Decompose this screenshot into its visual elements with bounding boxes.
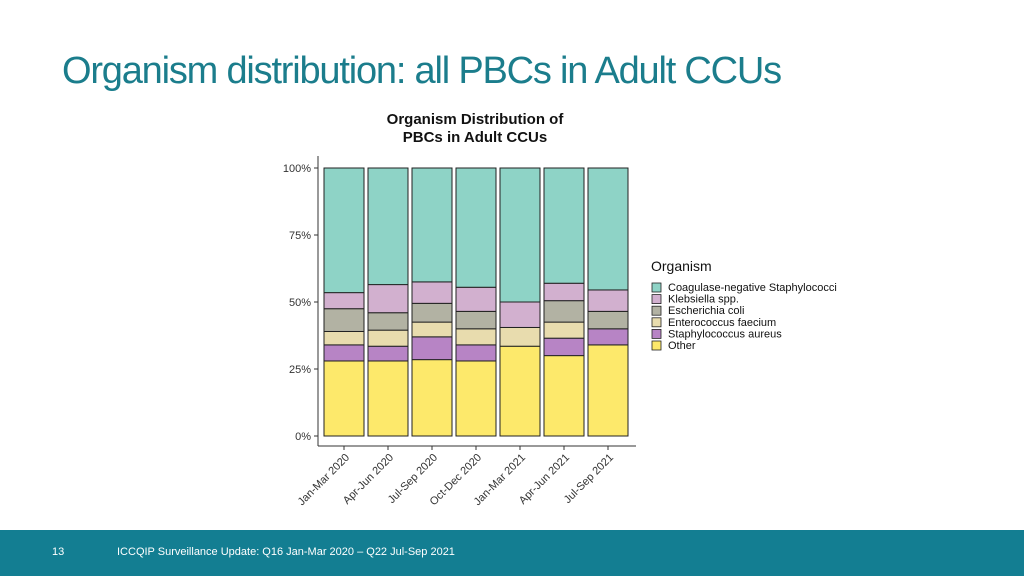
bar-segment [411, 336, 453, 361]
chart-title-line: PBCs in Adult CCUs [403, 129, 547, 146]
bar-segment [411, 281, 453, 304]
bar-segment [587, 328, 629, 346]
bar-segment [367, 312, 409, 331]
legend-label: Klebsiella spp. [668, 294, 739, 306]
bar-segment [455, 344, 497, 362]
bar-segment [323, 330, 365, 346]
chart-bars [323, 167, 629, 437]
bar-segment [543, 337, 585, 357]
bar-segment [543, 321, 585, 339]
bar-segment [367, 345, 409, 362]
legend-label: Other [668, 340, 696, 352]
chart-axes: 0% 25% 50% 75% 100% [283, 156, 636, 447]
bar-segment [323, 360, 365, 437]
bar-segment [499, 326, 541, 347]
bar-segment [543, 282, 585, 302]
bar-segment [455, 328, 497, 346]
bar-segment [323, 308, 365, 332]
bar-segment [543, 355, 585, 437]
y-tick-label: 75% [289, 230, 311, 242]
bar-segment [367, 329, 409, 347]
bar-segment [455, 310, 497, 330]
legend-label: Staphylococcus aureus [668, 328, 782, 340]
bar-segment [587, 167, 629, 291]
y-tick-label: 25% [289, 364, 311, 376]
legend-label: Enterococcus faecium [668, 317, 776, 329]
bar-segment [587, 344, 629, 437]
legend-swatch [651, 305, 662, 316]
bar-segment [411, 359, 453, 437]
legend-label: Escherichia coli [668, 305, 744, 317]
slide-title: Organism distribution: all PBCs in Adult… [62, 50, 782, 92]
footer-bar: 13 ICCQIP Surveillance Update: Q16 Jan-M… [0, 530, 1024, 576]
bar-segment [455, 167, 497, 288]
footer-text: ICCQIP Surveillance Update: Q16 Jan-Mar … [117, 546, 455, 558]
bar-segment [455, 360, 497, 437]
y-tick-label: 0% [295, 431, 311, 443]
legend-swatch [651, 282, 662, 293]
bar-segment [411, 302, 453, 323]
legend-label: Coagulase-negative Staphylococci [668, 282, 837, 294]
bar-segment [323, 344, 365, 362]
bar-segment [499, 301, 541, 328]
legend-swatch [651, 340, 662, 351]
bar-segment [323, 292, 365, 310]
bar-segment [411, 321, 453, 338]
bar-segment [367, 284, 409, 314]
bar-segment [367, 360, 409, 437]
y-tick-label: 50% [289, 297, 311, 309]
chart-title-line: Organism Distribution of [387, 111, 565, 128]
bar-segment [499, 345, 541, 437]
page-number: 13 [52, 546, 65, 558]
bar-segment [323, 167, 365, 294]
legend-swatch [651, 294, 662, 305]
bar-segment [587, 310, 629, 330]
bar-segment [543, 167, 585, 284]
bar-segment [411, 167, 453, 283]
legend-swatch [651, 317, 662, 328]
bar-segment [455, 286, 497, 312]
legend-title: Organism [651, 258, 712, 274]
bar-segment [587, 289, 629, 312]
chart-legend: Organism Coagulase-negative Staphylococci… [651, 258, 837, 352]
legend-swatch [651, 328, 662, 339]
bar-segment [499, 167, 541, 303]
bar-segment [367, 167, 409, 286]
y-tick-label: 100% [283, 163, 311, 175]
bar-segment [543, 300, 585, 323]
